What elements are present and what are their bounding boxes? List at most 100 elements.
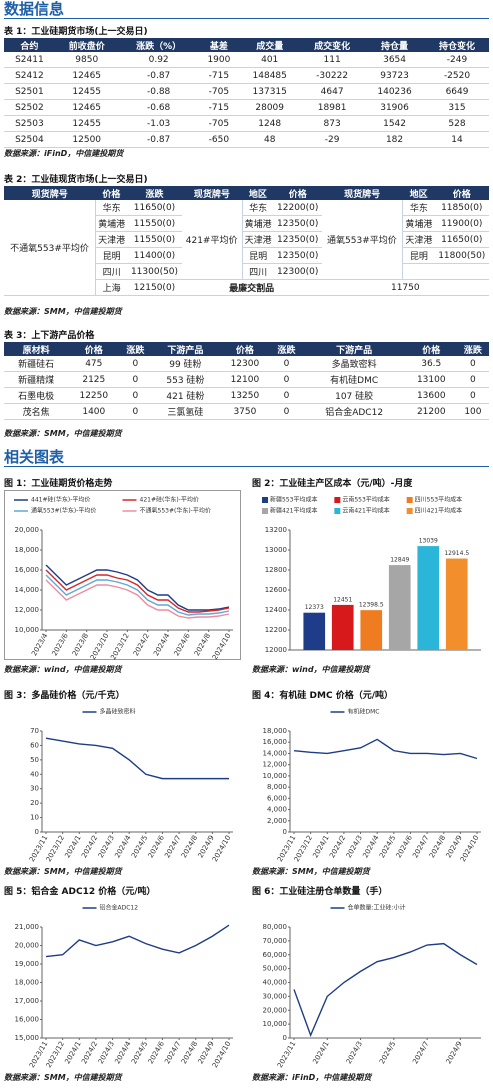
empty-cell	[402, 263, 435, 280]
legend-label: 四川421平均成本	[415, 507, 462, 515]
data-label: 12914.5	[444, 550, 469, 557]
heading: 数据信息	[4, 0, 489, 19]
row: S2502 12465 -0.68 -715 28009 18981 31906 315	[4, 99, 489, 116]
legend-label: 多晶硅致密料	[100, 708, 136, 716]
row: S2411 9850 0.92 1900 401 111 3654 -249	[4, 52, 489, 68]
row: S2503 12455 -1.03 -705 1248 873 1542 528	[4, 115, 489, 132]
cell: 100	[456, 403, 489, 420]
cell: 多晶致密料	[302, 356, 406, 372]
data-label: 12451	[333, 596, 352, 603]
cell: 315	[425, 99, 489, 116]
price: 11400(0)	[127, 247, 182, 264]
legend-label: 云南553平均成本	[342, 496, 389, 504]
price: 11300(50)	[127, 263, 182, 280]
y-tick-label: 60,000	[263, 951, 288, 959]
header-cell: 涨跌	[456, 342, 489, 356]
legend-swatch	[262, 497, 268, 503]
table-caption: 表 1：工业硅期货市场(上一交易日)	[4, 27, 148, 37]
chart-source: 数据来源：wind，中信建投期货	[252, 665, 370, 674]
header-cell: 价格	[95, 186, 128, 200]
cell: -249	[425, 52, 489, 68]
chart-source: 数据来源：iFinD，中信建投期货	[252, 1073, 372, 1082]
region: 华东	[402, 200, 435, 216]
cell: -0.87	[118, 67, 199, 84]
cell: 528	[425, 115, 489, 132]
header-cell: 涨跌	[119, 342, 152, 356]
legend-swatch	[406, 508, 413, 514]
chart-caption: 图 6：工业硅注册仓单数量（手）	[252, 887, 388, 897]
cell: 石墨电极	[4, 387, 69, 404]
chart-source: 数据来源：SMM，中信建投期货	[252, 867, 370, 876]
table-caption: 表 2：工业硅现货市场(上一交易日)	[4, 175, 148, 185]
header-cell: 涨跌（%）	[118, 38, 199, 52]
cell: 3750	[219, 403, 271, 420]
legend-label: 441#硅(华东)-平均价	[31, 496, 90, 504]
cell: S2412	[4, 67, 55, 84]
legend-label: 铝合金ADC12	[100, 904, 139, 912]
y-tick-label: 60	[30, 741, 39, 749]
table: 原材料 价格 涨跌 下游产品 价格 涨跌 下游产品 价格 涨跌 新疆硅石 475 0 99 硅粉 1230…	[4, 342, 489, 420]
cell: 2125	[68, 371, 120, 388]
cell: 18981	[300, 99, 365, 116]
heading: 相关图表	[4, 448, 489, 467]
cell: 12455	[54, 83, 119, 100]
bar	[331, 604, 354, 650]
region: 天津港	[242, 231, 274, 248]
y-tick-label: 20,000	[15, 526, 40, 534]
y-tick-label: 18,000	[15, 979, 40, 987]
cheapest-value: 11750	[321, 279, 489, 296]
cell: 新疆精煤	[4, 371, 69, 388]
cell: S2411	[4, 52, 55, 68]
header-cell: 成交变化	[300, 38, 365, 52]
cell: 1900	[198, 52, 240, 68]
y-tick-label: 50,000	[263, 965, 288, 973]
cell: -650	[198, 131, 240, 148]
cell: 0	[119, 371, 152, 388]
line	[293, 738, 478, 760]
price: 11800(50)	[434, 247, 489, 264]
price: 12350(0)	[273, 247, 322, 264]
empty-cell	[434, 263, 489, 280]
cell: 148485	[239, 67, 301, 84]
cell: 1248	[239, 115, 301, 132]
cell: 873	[300, 115, 365, 132]
header-row: 合约 前收盘价 涨跌（%） 基差 成交量 成交变化 持仓量 持仓变化	[4, 38, 489, 52]
x-tick-label: 2023/10	[89, 632, 110, 660]
x-tick-label: 2024/10	[211, 632, 232, 660]
header-cell: 地区	[242, 186, 274, 200]
y-tick-label: 4,000	[267, 806, 287, 814]
chart-source: 数据来源：SMM，中信建投期货	[4, 867, 122, 876]
data-label: 12849	[390, 557, 409, 564]
line	[45, 574, 230, 616]
row: 黄埔港 11550(0) 黄埔港 12350(0) 黄埔港 11900(0)	[4, 215, 489, 232]
cell: -29	[300, 131, 365, 148]
row: 石墨电极 12250 0 421 硅粉 13250 0 107 硅胶 13600 0	[4, 387, 489, 404]
table: 合约 前收盘价 涨跌（%） 基差 成交量 成交变化 持仓量 持仓变化 S2411 9850 0.92…	[4, 38, 489, 148]
cell: 0	[119, 387, 152, 404]
header-cell: 价格	[219, 342, 271, 356]
price: 12200(0)	[273, 200, 322, 216]
y-tick-label: 80,000	[263, 923, 288, 931]
header-row: 现货牌号 价格 涨跌 现货牌号 地区 价格 现货牌号 地区 价格	[4, 186, 489, 200]
x-tick-label: 2023/11	[276, 1040, 297, 1068]
cell: 13250	[219, 387, 271, 404]
line	[45, 564, 230, 611]
y-tick-label: 16,000	[15, 1016, 40, 1024]
legend-label: 不通氧553#(华东)-平均价	[140, 507, 211, 515]
cell: S2502	[4, 99, 55, 116]
legend-label: 四川553平均成本	[415, 496, 462, 504]
cell: 茂名焦	[4, 403, 69, 420]
cell: 0	[270, 356, 303, 372]
cell: -1.03	[118, 115, 199, 132]
chart-source: 数据来源：wind，中信建投期货	[4, 665, 122, 674]
chart: 有机硅DMC 0 2,000 4,000 6,000 8,000 10,000 12,000 1…	[263, 708, 481, 862]
legend-label: 新疆421平均成本	[270, 507, 317, 515]
y-tick-label: 12,000	[263, 761, 288, 769]
table-caption: 表 3：上下游产品价格	[4, 331, 95, 341]
cell: S2503	[4, 115, 55, 132]
row: S2504 12500 -0.87 -650 48 -29 182 14	[4, 131, 489, 148]
price: 12300(0)	[273, 263, 322, 280]
y-tick-label: 10,000	[263, 772, 288, 780]
x-tick-label: 2023/8	[71, 632, 90, 657]
